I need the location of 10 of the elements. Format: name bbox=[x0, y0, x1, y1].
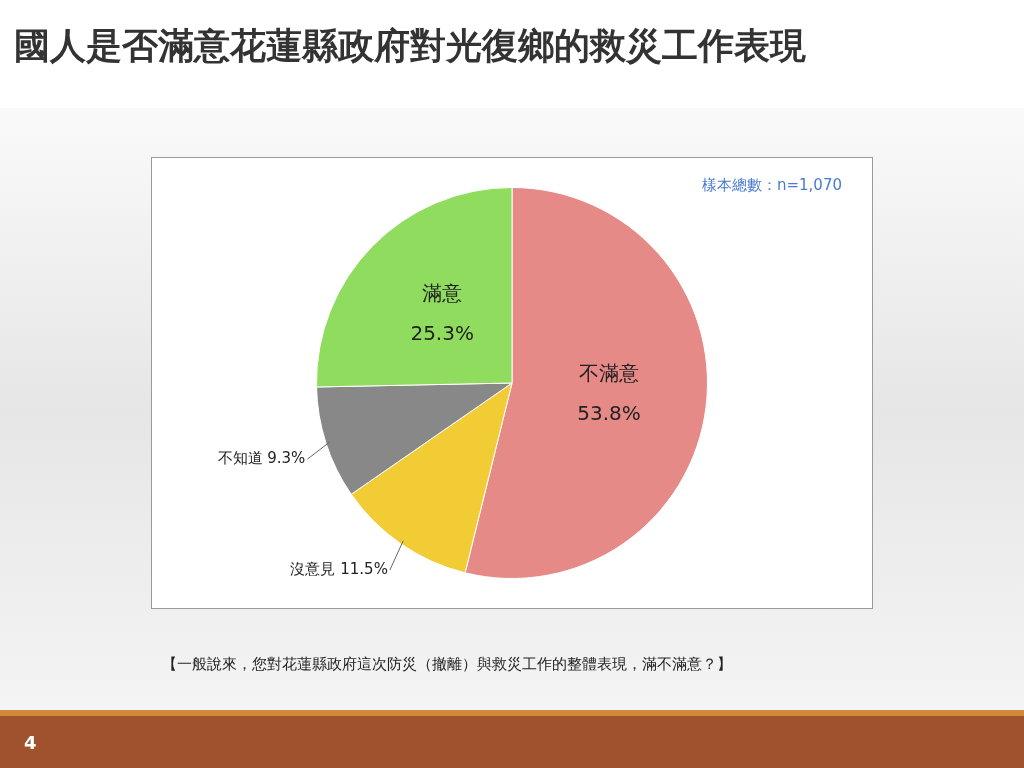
data-label: 25.3% bbox=[410, 320, 474, 345]
slice-label: 不滿意 bbox=[579, 361, 640, 386]
text: 4 bbox=[24, 732, 37, 753]
chart-title: 國人是否滿意花蓮縣政府對光復鄉的救災工作表現 bbox=[14, 24, 806, 68]
text: 樣本總數：n=1,070 bbox=[701, 176, 842, 195]
data-label: 53.8% bbox=[577, 401, 641, 426]
text: 【一般說來，您對花蓮縣政府這次防災（撤離）與救災工作的整體表現，滿不滿意？】 bbox=[162, 654, 733, 675]
slice-label: 不知道 9.3% bbox=[217, 449, 306, 468]
slice-label: 滿意 bbox=[422, 280, 463, 305]
slice-label: 沒意見 11.5% bbox=[290, 559, 388, 578]
